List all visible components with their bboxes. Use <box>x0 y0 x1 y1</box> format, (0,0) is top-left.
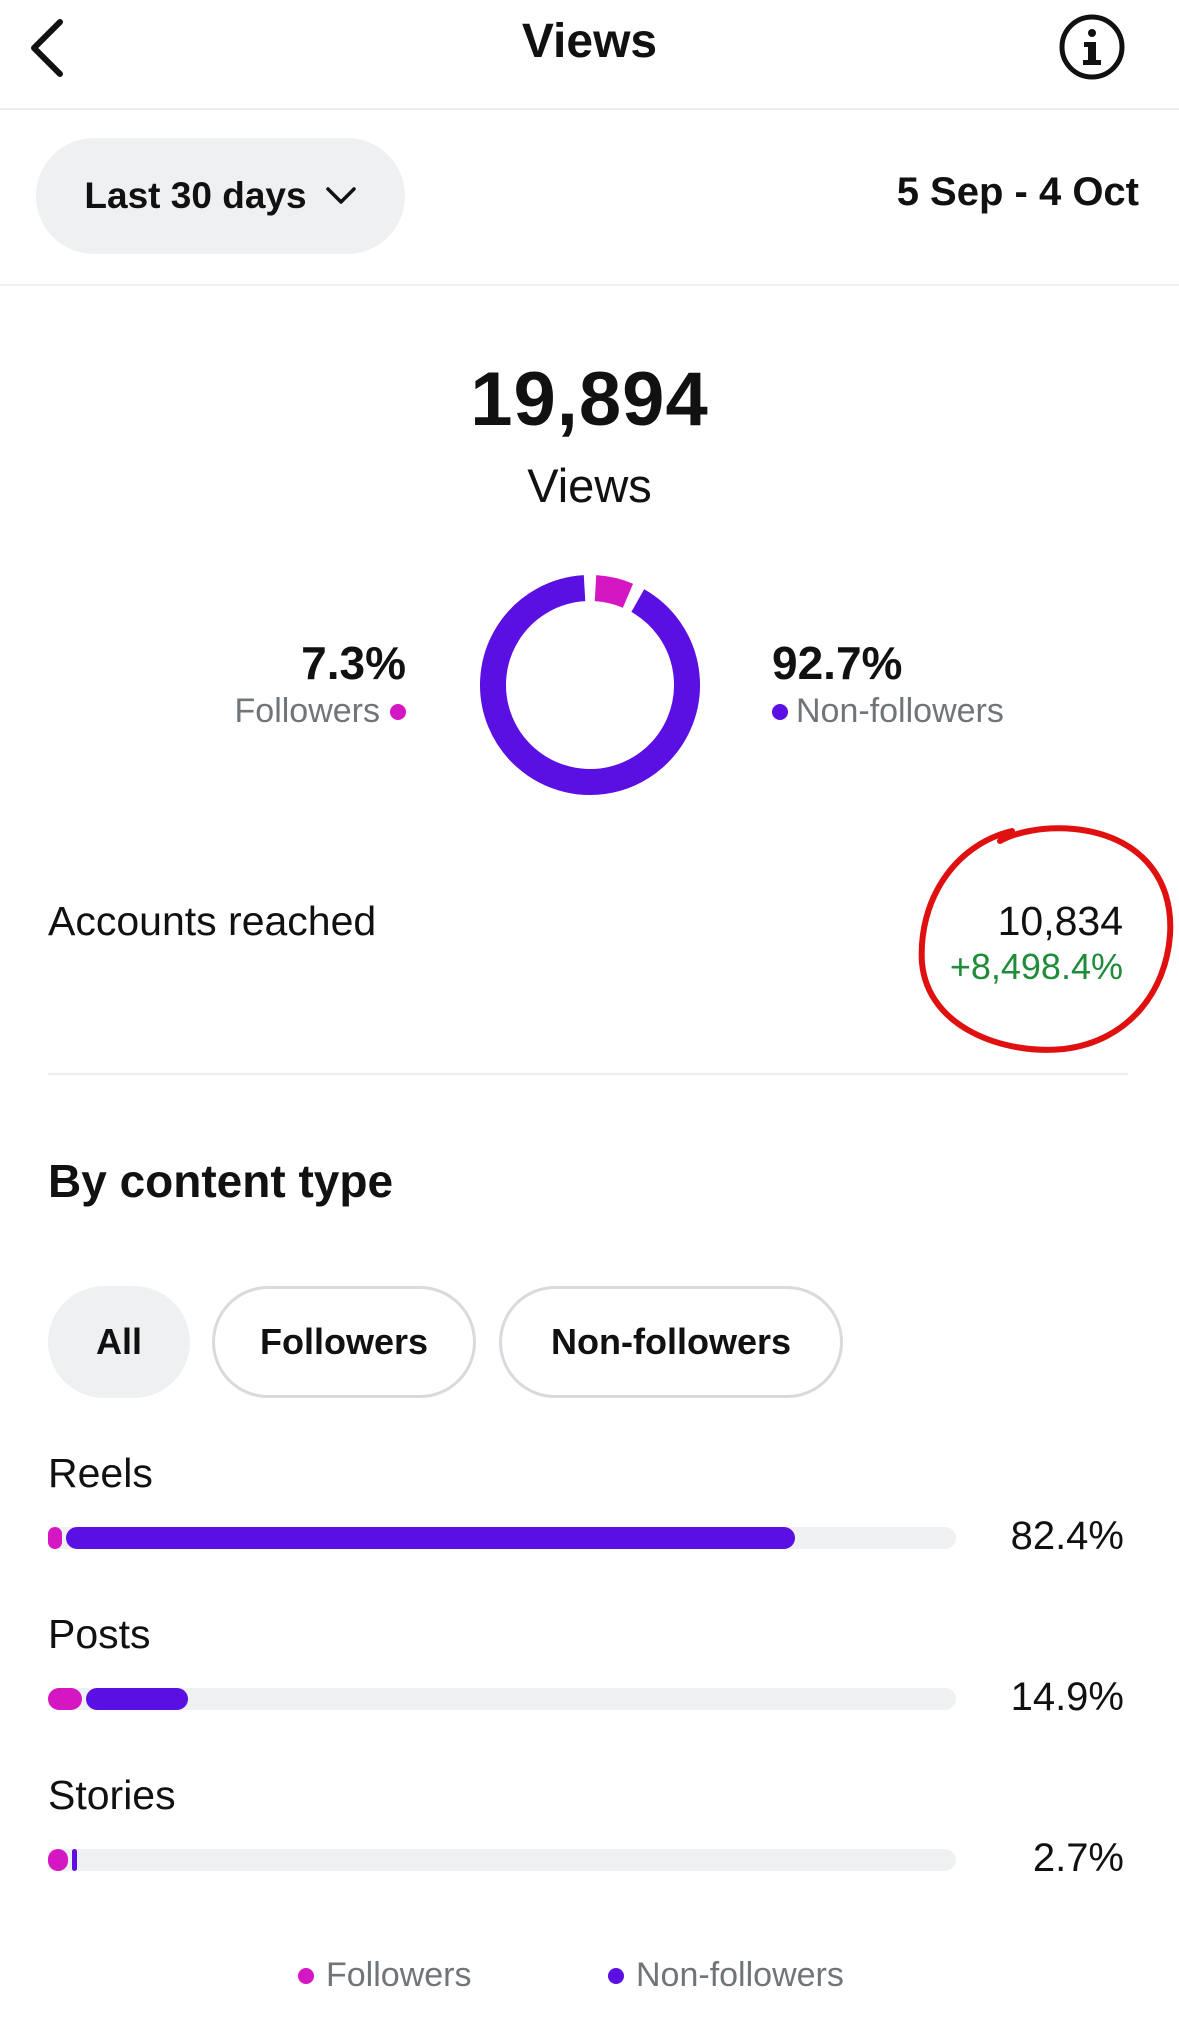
filter-chip-followers[interactable]: Followers <box>212 1286 476 1398</box>
followers-legend-label: Followers <box>234 692 380 730</box>
posts-followers-segment <box>48 1688 82 1710</box>
chevron-left-icon <box>31 19 63 77</box>
info-button[interactable] <box>1057 12 1127 82</box>
followers-dot-icon <box>390 703 406 720</box>
non-followers-percentage: 92.7% <box>772 637 903 689</box>
info-icon <box>1059 14 1125 80</box>
content-type-title: By content type <box>48 1155 394 1207</box>
reels-followers-segment <box>48 1527 62 1549</box>
section-divider <box>48 1073 1128 1075</box>
content-row-pct-stories: 2.7% <box>1032 1836 1124 1880</box>
accounts-reached-value: 10,834 <box>997 898 1123 944</box>
date-range-dropdown[interactable]: Last 30 days <box>36 138 405 254</box>
non-followers-dot-icon <box>608 1967 624 1984</box>
donut-non-followers-segment <box>480 575 700 795</box>
content-row-pct-reels: 82.4% <box>1010 1514 1124 1558</box>
date-range-text: 5 Sep - 4 Oct <box>896 170 1139 214</box>
content-bar-posts <box>48 1688 956 1710</box>
donut-followers-segment <box>594 575 634 608</box>
page-title: Views <box>521 15 658 68</box>
bottom-legend-followers: Followers <box>298 1956 471 1995</box>
followers-legend: Followers <box>235 692 406 731</box>
date-range-bar <box>0 108 1179 286</box>
bottom-legend-non-followers: Non-followers <box>608 1956 844 1995</box>
filter-chip-non-followers[interactable]: Non-followers <box>499 1286 843 1398</box>
non-followers-legend: Non-followers <box>772 692 1004 731</box>
non-followers-dot-icon <box>772 703 788 720</box>
total-views-label: Views <box>527 459 652 512</box>
content-bar-stories <box>48 1849 956 1871</box>
followers-percentage: 7.3% <box>301 637 406 689</box>
accounts-reached-label: Accounts reached <box>48 898 377 944</box>
accounts-reached-change: +8,498.4% <box>949 946 1123 987</box>
non-followers-legend-label: Non-followers <box>796 692 1004 730</box>
content-bar-reels <box>48 1527 956 1549</box>
total-views: 19,894 <box>470 357 709 442</box>
back-button[interactable] <box>18 8 88 88</box>
content-row-label-stories: Stories <box>48 1772 176 1818</box>
posts-non-followers-segment <box>86 1688 188 1710</box>
filter-chip-all[interactable]: All <box>48 1286 190 1398</box>
content-row-pct-posts: 14.9% <box>1010 1675 1124 1719</box>
stories-non-followers-segment <box>72 1849 77 1871</box>
bottom-legend-non-followers-label: Non-followers <box>636 1956 844 1994</box>
bottom-legend-followers-label: Followers <box>326 1956 472 1994</box>
stories-followers-segment <box>48 1849 68 1871</box>
views-donut-chart <box>480 575 700 795</box>
followers-dot-icon <box>298 1967 314 1984</box>
chevron-down-icon <box>325 187 356 204</box>
reels-non-followers-segment <box>66 1527 795 1549</box>
content-row-label-reels: Reels <box>48 1450 153 1496</box>
top-bar <box>0 0 1179 110</box>
content-row-label-posts: Posts <box>48 1611 151 1657</box>
date-range-label: Last 30 days <box>84 175 307 216</box>
